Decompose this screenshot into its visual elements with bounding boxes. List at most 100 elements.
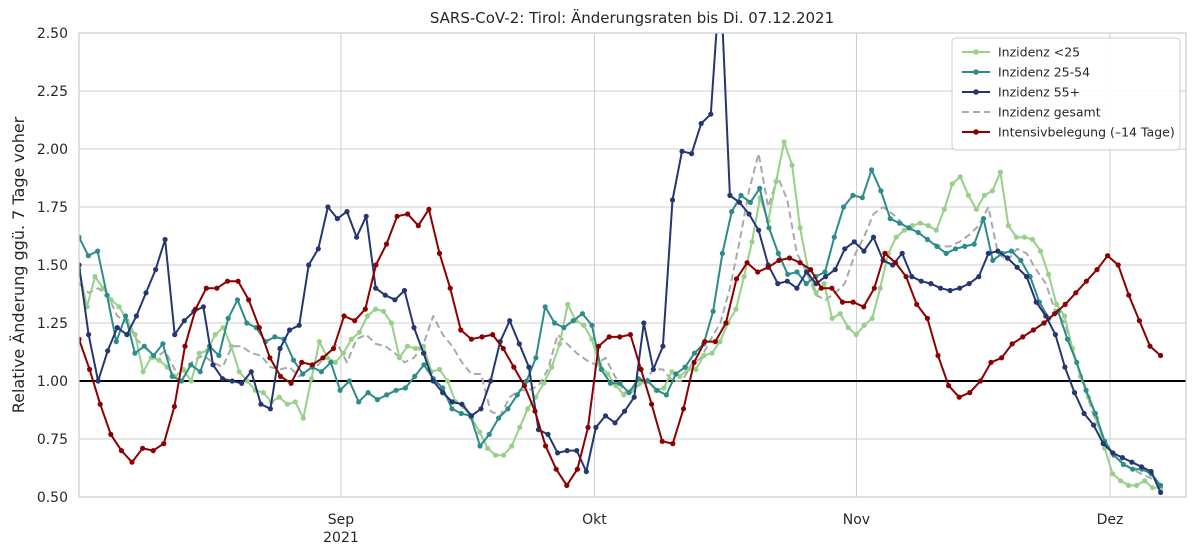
- y-tick-label: 1.75: [37, 200, 68, 216]
- data-point: [897, 220, 903, 226]
- data-point: [850, 299, 856, 305]
- legend-marker: [973, 129, 979, 135]
- data-point: [458, 327, 464, 333]
- data-point: [1074, 359, 1080, 365]
- data-point: [555, 450, 561, 456]
- data-point: [1041, 320, 1047, 326]
- data-point: [306, 262, 312, 268]
- legend-item: Intensivbelegung (–14 Tage): [962, 125, 1175, 140]
- data-point: [1148, 468, 1154, 475]
- data-point: [1150, 485, 1156, 491]
- data-point: [710, 308, 716, 314]
- data-point: [589, 336, 595, 342]
- legend-item: Inzidenz 55+: [962, 85, 1080, 100]
- data-point: [140, 445, 146, 451]
- data-point: [92, 274, 98, 280]
- data-point: [1120, 461, 1126, 468]
- data-point: [290, 357, 297, 363]
- data-point: [315, 246, 321, 252]
- data-point: [887, 216, 893, 222]
- data-point: [677, 373, 683, 379]
- data-point: [459, 401, 465, 407]
- data-point: [581, 322, 587, 328]
- data-point: [1110, 471, 1116, 477]
- data-point: [957, 174, 963, 180]
- data-point: [1005, 223, 1012, 229]
- data-point: [861, 304, 867, 310]
- data-point: [362, 306, 368, 312]
- legend-label: Inzidenz 55+: [998, 85, 1080, 100]
- data-point: [794, 269, 800, 275]
- data-point: [818, 285, 824, 291]
- data-point: [363, 213, 369, 219]
- data-point: [861, 248, 867, 254]
- data-point: [995, 248, 1001, 254]
- data-point: [318, 369, 324, 375]
- data-point: [698, 120, 704, 127]
- y-tick-label: 0.75: [37, 432, 68, 448]
- data-point: [1119, 455, 1125, 461]
- data-point: [374, 397, 380, 403]
- data-point: [517, 424, 523, 430]
- data-point: [197, 369, 203, 375]
- data-point: [486, 431, 492, 437]
- data-point: [267, 355, 273, 361]
- data-point: [845, 325, 851, 331]
- data-point: [925, 223, 931, 229]
- data-point: [989, 188, 996, 194]
- data-point: [679, 148, 685, 154]
- data-point: [188, 378, 194, 384]
- data-point: [169, 373, 175, 379]
- x-tick-label: Sep: [328, 512, 355, 528]
- series-4: [79, 206, 1164, 488]
- data-point: [308, 376, 314, 382]
- data-point: [477, 429, 483, 435]
- data-point: [521, 383, 528, 389]
- data-point: [663, 392, 670, 398]
- data-point: [1136, 318, 1142, 324]
- data-point: [738, 192, 744, 198]
- data-point: [773, 178, 779, 185]
- data-point: [1021, 234, 1027, 240]
- data-point: [784, 278, 790, 284]
- data-point: [956, 394, 962, 400]
- data-point: [1092, 410, 1098, 417]
- data-point: [172, 332, 178, 338]
- data-point: [756, 227, 762, 233]
- data-point: [525, 406, 531, 412]
- data-point: [324, 355, 330, 361]
- data-point: [1147, 343, 1153, 349]
- data-point: [276, 394, 282, 400]
- data-point: [837, 311, 843, 317]
- data-point: [364, 313, 370, 319]
- x-tick-label: Okt: [582, 512, 607, 528]
- data-point: [976, 274, 982, 280]
- data-point: [141, 343, 147, 349]
- data-point: [1045, 271, 1052, 277]
- data-point: [627, 332, 634, 338]
- data-point: [79, 234, 82, 240]
- data-point: [988, 359, 994, 365]
- data-point: [344, 209, 350, 215]
- data-point: [719, 250, 726, 256]
- data-point: [129, 459, 135, 465]
- data-point: [365, 390, 371, 396]
- data-point: [708, 111, 714, 117]
- legend-label: Inzidenz 25-54: [998, 65, 1090, 80]
- data-point: [477, 443, 483, 449]
- legend-item: Inzidenz <25: [962, 45, 1080, 60]
- data-point: [430, 378, 436, 384]
- data-point: [412, 373, 418, 379]
- data-point: [501, 452, 507, 458]
- data-point: [440, 390, 446, 396]
- data-point: [631, 394, 637, 400]
- data-point: [1053, 301, 1060, 307]
- data-point: [1158, 489, 1164, 495]
- data-point: [330, 345, 337, 352]
- data-point: [842, 246, 848, 252]
- data-point: [214, 285, 220, 291]
- data-point: [239, 380, 245, 386]
- data-point: [1126, 292, 1132, 298]
- series-layer: [79, 33, 1164, 495]
- data-point: [382, 292, 388, 298]
